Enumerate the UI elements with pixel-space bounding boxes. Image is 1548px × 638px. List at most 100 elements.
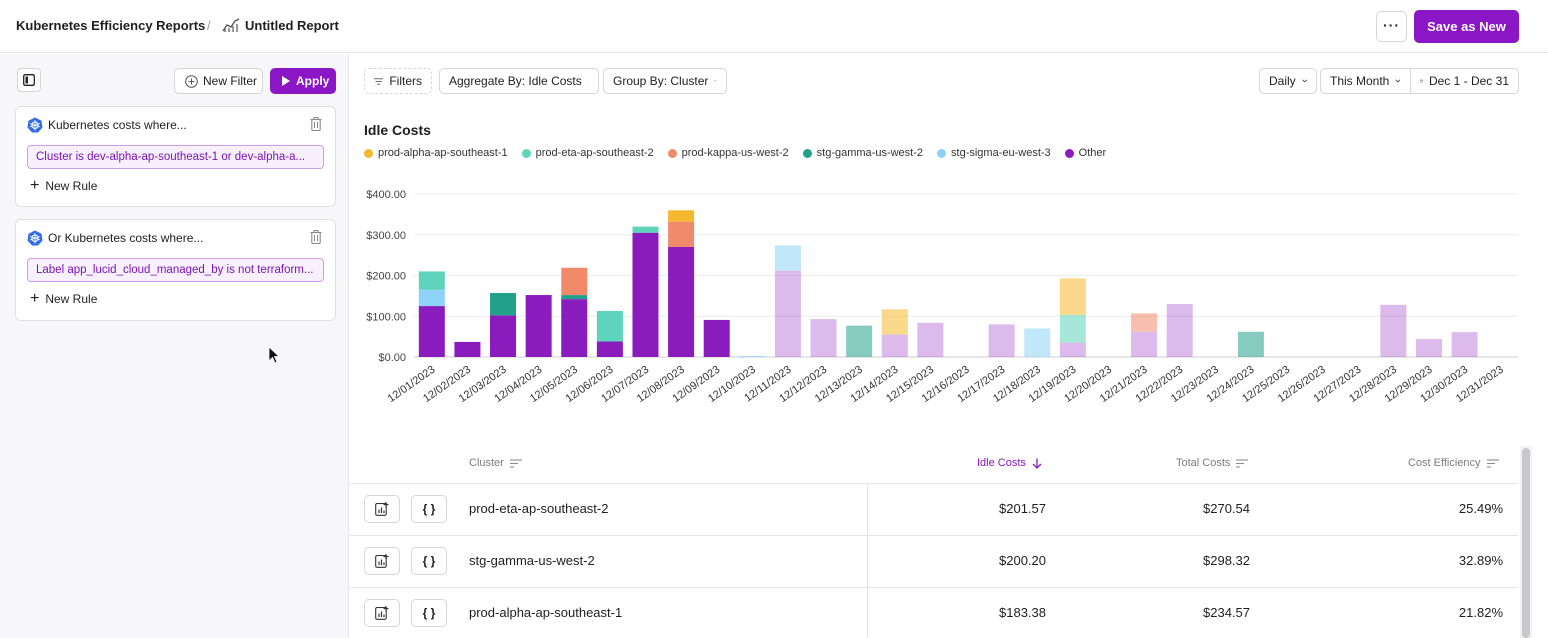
apply-button[interactable]: Apply [270,68,336,94]
y-tick-label: $100.00 [366,311,406,323]
trash-icon[interactable] [310,230,322,244]
y-tick-label: $400.00 [366,189,406,201]
mouse-cursor-icon [268,346,280,364]
date-range-label: Dec 1 - Dec 31 [1428,74,1509,88]
plus-icon: + [30,290,40,307]
chart-add-icon [375,502,389,516]
aggregate-by-label: Aggregate By: Idle Costs [449,74,582,88]
cell-total-costs: $298.32 [1203,553,1250,568]
filter-panel: New Filter Apply Kubernetes costs where.… [0,54,349,638]
breadcrumb-separator: / [207,18,211,33]
bar-segment [1451,332,1478,357]
chevron-down-icon [1395,79,1401,83]
bar-segment [703,319,730,357]
cell-idle-costs: $201.57 [999,501,1046,516]
aggregate-by-dropdown[interactable]: Aggregate By: Idle Costs [439,68,599,94]
legend-label: stg-gamma-us-west-2 [816,147,924,159]
braces-button[interactable]: { } [411,599,447,627]
plus-icon: + [30,177,40,194]
save-as-new-button[interactable]: Save as New [1414,10,1519,43]
legend-item[interactable]: prod-alpha-ap-southeast-1 [364,147,508,159]
bar-segment [418,271,445,290]
kubernetes-icon [27,117,43,133]
bar-segment [668,221,695,247]
table-row[interactable]: { } prod-alpha-ap-southeast-1 $183.38 $2… [350,587,1518,638]
bar-segment [1415,339,1442,357]
more-options-button[interactable]: ··· [1376,11,1407,42]
chevron-down-icon [1301,79,1307,83]
new-rule-button[interactable]: + New Rule [30,177,97,194]
breadcrumb-root[interactable]: Kubernetes Efficiency Reports [16,18,206,33]
chart-legend: prod-alpha-ap-southeast-1 prod-eta-ap-sou… [364,147,1106,159]
chart-add-button[interactable] [364,599,400,627]
bar-segment [454,341,481,357]
bar-segment [418,289,445,307]
filter-rule-chip[interactable]: Label app_lucid_cloud_managed_by is not … [27,258,324,282]
filter-rule-chip[interactable]: Cluster is dev-alpha-ap-southeast-1 or d… [27,145,324,169]
cell-total-costs: $270.54 [1203,501,1250,516]
bar-segment [561,295,588,300]
date-range-preset-dropdown[interactable]: This Month [1320,68,1411,94]
calendar-icon [1420,79,1423,83]
date-picker-button[interactable]: Dec 1 - Dec 31 [1410,68,1519,94]
column-header-idle-costs[interactable]: Idle Costs [977,457,1042,469]
collapse-panel-button[interactable] [17,68,41,92]
bar-segment [632,226,659,233]
braces-button[interactable]: { } [411,547,447,575]
idle-costs-bar-chart: $0.00$100.00$200.00$300.00$400.0012/01/2… [366,189,1518,405]
report-title[interactable]: Untitled Report [245,18,339,33]
apply-label: Apply [296,74,330,88]
sort-lines-icon [1486,458,1499,468]
cell-total-costs: $234.57 [1203,605,1250,620]
report-chart-icon [222,18,240,32]
legend-label: prod-alpha-ap-southeast-1 [378,147,508,159]
column-header-cost-efficiency[interactable]: Cost Efficiency [1408,457,1499,469]
chevron-down-icon [714,80,717,82]
bar-segment [810,319,837,357]
y-tick-label: $200.00 [366,271,406,283]
legend-item[interactable]: stg-sigma-eu-west-3 [937,147,1051,159]
new-filter-label: New Filter [203,74,258,88]
sort-lines-icon [1236,458,1249,468]
legend-swatch [521,148,531,158]
legend-item[interactable]: stg-gamma-us-west-2 [802,147,924,159]
legend-swatch [802,148,812,158]
braces-icon: { } [422,606,436,620]
bar-segment [1059,278,1086,316]
bar-segment [1059,342,1086,357]
granularity-dropdown[interactable]: Daily [1259,68,1317,94]
chart-add-button[interactable] [364,547,400,575]
sidebar-collapse-icon [23,74,35,86]
column-header-label: Cost Efficiency [1408,457,1481,469]
trash-icon[interactable] [310,117,322,131]
kubernetes-icon [27,230,43,246]
group-by-dropdown[interactable]: Group By: Cluster [603,68,727,94]
table-scrollbar-thumb[interactable] [1522,448,1530,638]
legend-item[interactable]: Other [1064,147,1106,159]
legend-item[interactable]: prod-kappa-us-west-2 [667,147,789,159]
bar-segment [881,309,908,335]
table-row[interactable]: { } stg-gamma-us-west-2 $200.20 $298.32 … [350,535,1518,588]
column-divider [867,588,868,638]
legend-item[interactable]: prod-eta-ap-southeast-2 [521,147,654,159]
braces-button[interactable]: { } [411,495,447,523]
bar-segment [1131,313,1158,332]
table-row[interactable]: { } prod-eta-ap-southeast-2 $201.57 $270… [350,483,1518,536]
filter-group-title: Or Kubernetes costs where... [48,231,204,245]
group-by-label: Group By: Cluster [613,74,709,88]
bar-segment [490,293,517,316]
filter-lines-icon [374,77,384,85]
column-header-total-costs[interactable]: Total Costs [1176,457,1249,469]
bar-segment [561,267,588,296]
column-header-label: Cluster [469,457,504,469]
chart-add-icon [375,606,389,620]
filters-button[interactable]: Filters [364,68,432,94]
chart-add-button[interactable] [364,495,400,523]
bar-segment [774,245,801,271]
bar-segment [917,322,944,357]
new-filter-button[interactable]: New Filter [174,68,263,94]
date-range-preset-label: This Month [1330,74,1390,88]
column-header-cluster[interactable]: Cluster [469,457,522,469]
top-bar: Kubernetes Efficiency Reports / Untitled… [0,0,1548,53]
new-rule-button[interactable]: + New Rule [30,290,97,307]
